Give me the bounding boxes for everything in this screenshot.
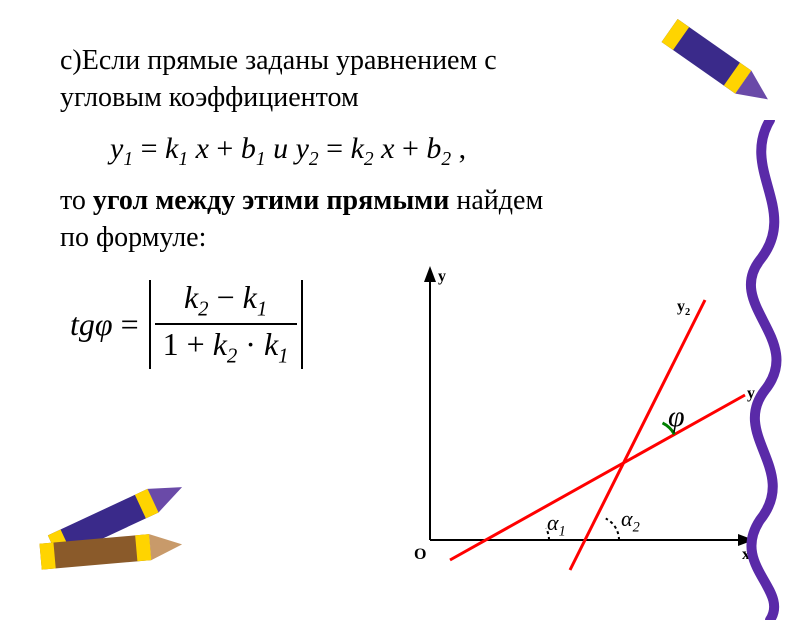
result-bold: угол между этими прямыми <box>93 185 450 216</box>
den-k1: k <box>264 326 278 362</box>
label-phi: φ <box>668 400 685 434</box>
num-k1-sub: 1 <box>257 297 267 320</box>
num-k1: k <box>243 279 257 315</box>
eq1-k1-sub: 1 <box>178 149 188 170</box>
eq1-b1: b <box>241 132 256 165</box>
label-alpha2: α2 <box>621 506 640 536</box>
num-minus: − <box>217 279 243 315</box>
abs-bar-right <box>301 280 303 369</box>
eq1-b2: b <box>426 132 441 165</box>
den-k2: k <box>213 326 227 362</box>
den-dot: · <box>245 326 264 362</box>
num-k2: k <box>184 279 198 315</box>
diagram-svg <box>400 260 770 580</box>
eq1-k2-sub: 2 <box>364 149 374 170</box>
eq1-plus2: + <box>402 132 426 165</box>
eq1-k1: k <box>165 132 178 165</box>
abs-bar-left <box>149 280 151 369</box>
eq1-plus1: + <box>216 132 240 165</box>
eq1-x1: x <box>196 132 209 165</box>
den-one: 1 + <box>163 326 213 362</box>
label-origin: O <box>414 546 426 564</box>
intro-line-1: с)Если прямые заданы уравнением с <box>60 45 497 77</box>
eq1-y2: y <box>296 132 309 165</box>
fraction-bar <box>155 323 297 325</box>
line-y1 <box>450 395 745 560</box>
eq1-eq: = <box>141 132 165 165</box>
eq1-y1: y <box>110 132 123 165</box>
result-line-1: то угол между этими прямыми найдем <box>60 185 543 217</box>
tg-eq-sign: = <box>121 306 139 342</box>
eq1-y1-sub: 1 <box>123 149 133 170</box>
crayon-decoration-top <box>630 0 790 130</box>
eq1-k2: k <box>351 132 364 165</box>
result-post: найдем <box>449 185 543 216</box>
equation-tangent-formula: tgφ = k2 − k1 1 + k2 · k1 <box>70 280 307 369</box>
eq1-b2-sub: 2 <box>441 149 451 170</box>
eq1-b1-sub: 1 <box>256 149 266 170</box>
label-line-y2: y2 <box>677 298 690 318</box>
result-pre: то <box>60 185 93 216</box>
intro-line-2: угловым коэффициентом <box>60 82 359 114</box>
angle-diagram: y x O y1 y2 φ α1 α2 <box>400 260 770 580</box>
squiggle-decoration <box>730 120 800 620</box>
numerator: k2 − k1 <box>176 280 275 321</box>
eq1-y2-sub: 2 <box>309 149 319 170</box>
result-line-2: по формуле: <box>60 222 206 254</box>
fraction: k2 − k1 1 + k2 · k1 <box>155 280 297 369</box>
crayon-decoration-bottom <box>30 445 250 595</box>
label-alpha1: α1 <box>547 510 566 540</box>
denominator: 1 + k2 · k1 <box>155 327 297 368</box>
tg-phi: φ <box>95 306 113 342</box>
abs-value: k2 − k1 1 + k2 · k1 <box>145 280 307 369</box>
alpha2-arc <box>606 519 619 540</box>
eq1-and: и <box>273 132 296 165</box>
eq1-x2: x <box>381 132 394 165</box>
label-y: y <box>438 268 446 286</box>
tg-lhs: tgφ = <box>70 306 139 343</box>
eq1-comma: , <box>459 132 467 165</box>
equation-linear-forms: y1 = k1 x + b1 и y2 = k2 x + b2 , <box>110 132 466 171</box>
den-k2-sub: 2 <box>227 345 237 368</box>
eq1-eq2: = <box>326 132 350 165</box>
num-k2-sub: 2 <box>198 297 208 320</box>
den-k1-sub: 1 <box>278 345 288 368</box>
tg-symbol: tg <box>70 306 95 342</box>
